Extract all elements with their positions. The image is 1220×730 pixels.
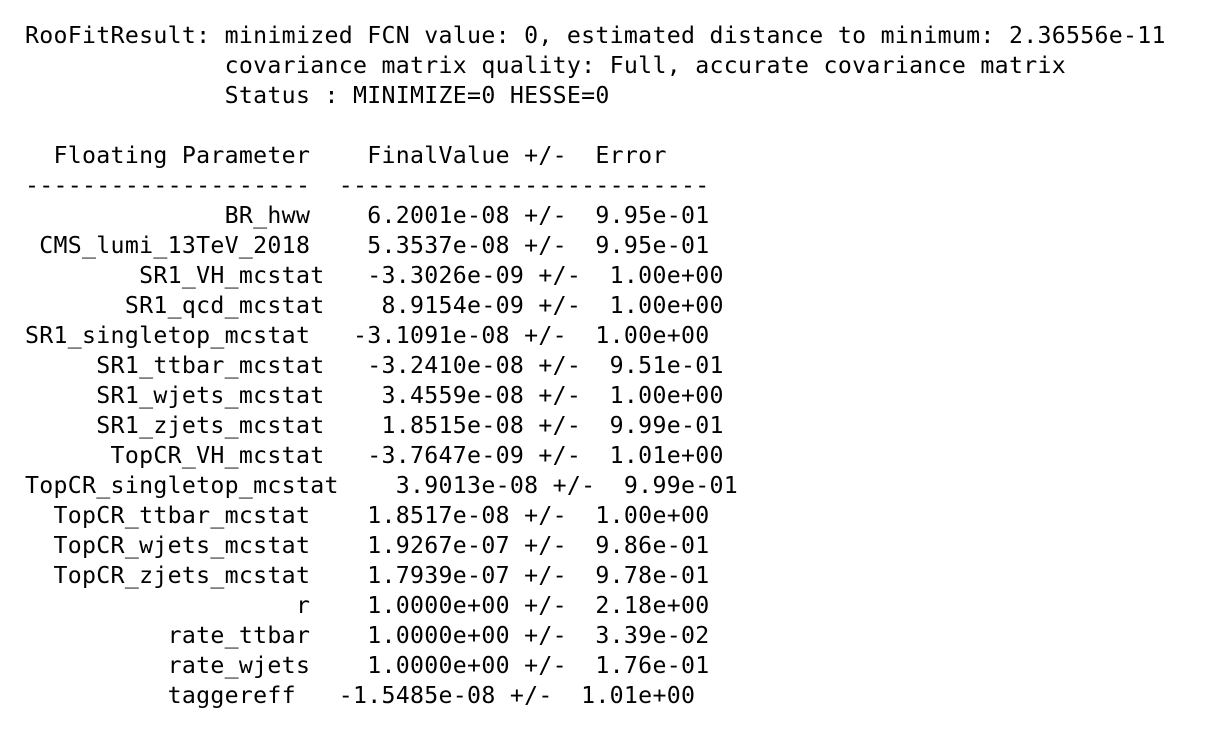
table-row: TopCR_wjets_mcstat 1.9267e-07 +/- 9.86e-… <box>25 532 710 559</box>
table-row: BR_hww 6.2001e-08 +/- 9.95e-01 <box>25 202 710 229</box>
fit-summary-line: RooFitResult: minimized FCN value: 0, es… <box>25 22 1166 49</box>
table-row: TopCR_ttbar_mcstat 1.8517e-08 +/- 1.00e+… <box>25 502 710 529</box>
table-row: TopCR_singletop_mcstat 3.9013e-08 +/- 9.… <box>25 472 739 499</box>
table-row: SR1_VH_mcstat -3.3026e-09 +/- 1.00e+00 <box>25 262 724 289</box>
table-header: Floating Parameter FinalValue +/- Error <box>25 142 667 169</box>
table-separator: -------------------- -------------------… <box>25 172 710 199</box>
table-row: TopCR_VH_mcstat -3.7647e-09 +/- 1.01e+00 <box>25 442 724 469</box>
table-row: rate_wjets 1.0000e+00 +/- 1.76e-01 <box>25 652 710 679</box>
status-line: Status : MINIMIZE=0 HESSE=0 <box>25 82 610 109</box>
table-row: TopCR_zjets_mcstat 1.7939e-07 +/- 9.78e-… <box>25 562 710 589</box>
table-row: SR1_ttbar_mcstat -3.2410e-08 +/- 9.51e-0… <box>25 352 724 379</box>
covariance-quality-line: covariance matrix quality: Full, accurat… <box>25 52 1066 79</box>
table-row: taggereff -1.5485e-08 +/- 1.01e+00 <box>25 682 696 709</box>
table-row: CMS_lumi_13TeV_2018 5.3537e-08 +/- 9.95e… <box>25 232 710 259</box>
table-row: SR1_qcd_mcstat 8.9154e-09 +/- 1.00e+00 <box>25 292 724 319</box>
table-row: SR1_wjets_mcstat 3.4559e-08 +/- 1.00e+00 <box>25 382 724 409</box>
table-row: SR1_singletop_mcstat -3.1091e-08 +/- 1.0… <box>25 322 710 349</box>
table-row: SR1_zjets_mcstat 1.8515e-08 +/- 9.99e-01 <box>25 412 724 439</box>
table-row: rate_ttbar 1.0000e+00 +/- 3.39e-02 <box>25 622 710 649</box>
table-row: r 1.0000e+00 +/- 2.18e+00 <box>25 592 710 619</box>
